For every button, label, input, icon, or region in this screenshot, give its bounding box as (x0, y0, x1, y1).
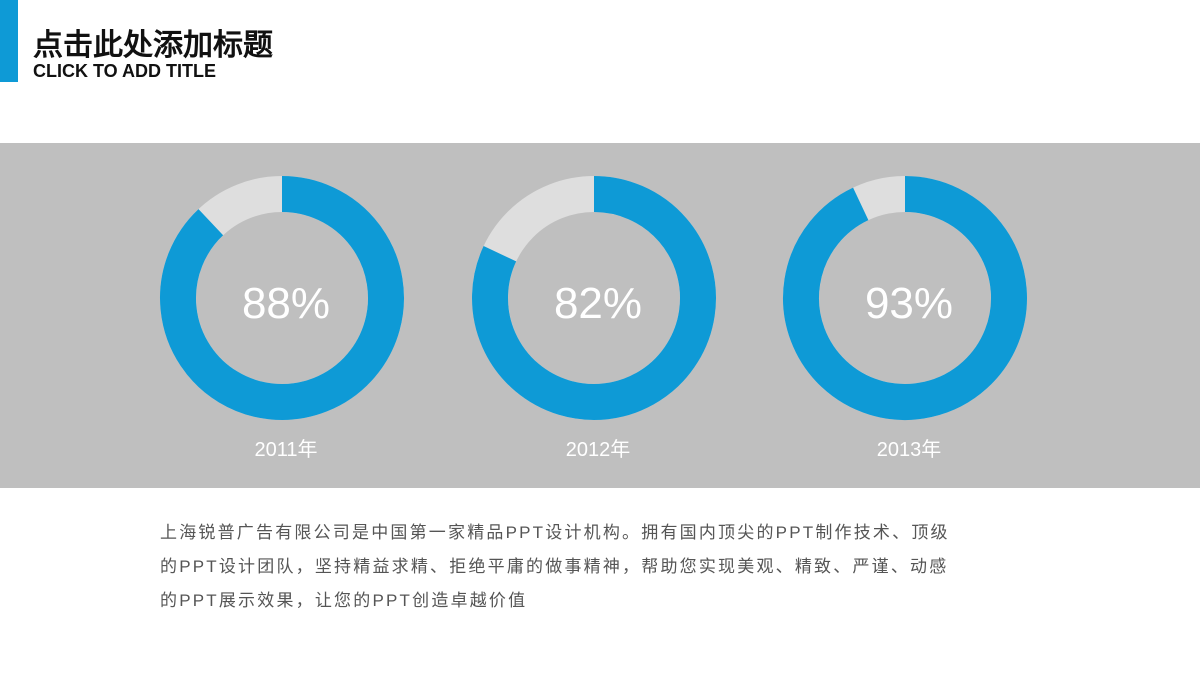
body-line: 上海锐普广告有限公司是中国第一家精品PPT设计机构。拥有国内顶尖的PPT制作技术… (160, 523, 950, 542)
donut-title: 2012年 (566, 438, 631, 461)
value-label: 88% (242, 279, 330, 328)
title: 点击此处添加标题 (33, 29, 273, 62)
donut-title: 2011年 (254, 438, 317, 461)
donut-arc (160, 176, 404, 420)
body-line: 的PPT展示效果，让您的PPT创造卓越价值 (160, 591, 528, 610)
value-label: 93% (865, 279, 953, 328)
donut-arc (783, 176, 1027, 420)
subtitle: CLICK TO ADD TITLE (33, 61, 216, 81)
donut-arc (472, 176, 716, 420)
value-label: 82% (554, 279, 642, 328)
donut-title: 2013年 (877, 438, 942, 461)
chart-band: 88% 2011年 82% 2012年 93% 2013年 (0, 143, 1200, 488)
body-line: 的PPT设计团队，坚持精益求精、拒绝平庸的做事精神，帮助您实现美观、精致、严谨、… (160, 557, 949, 576)
accent-bar (0, 0, 18, 82)
